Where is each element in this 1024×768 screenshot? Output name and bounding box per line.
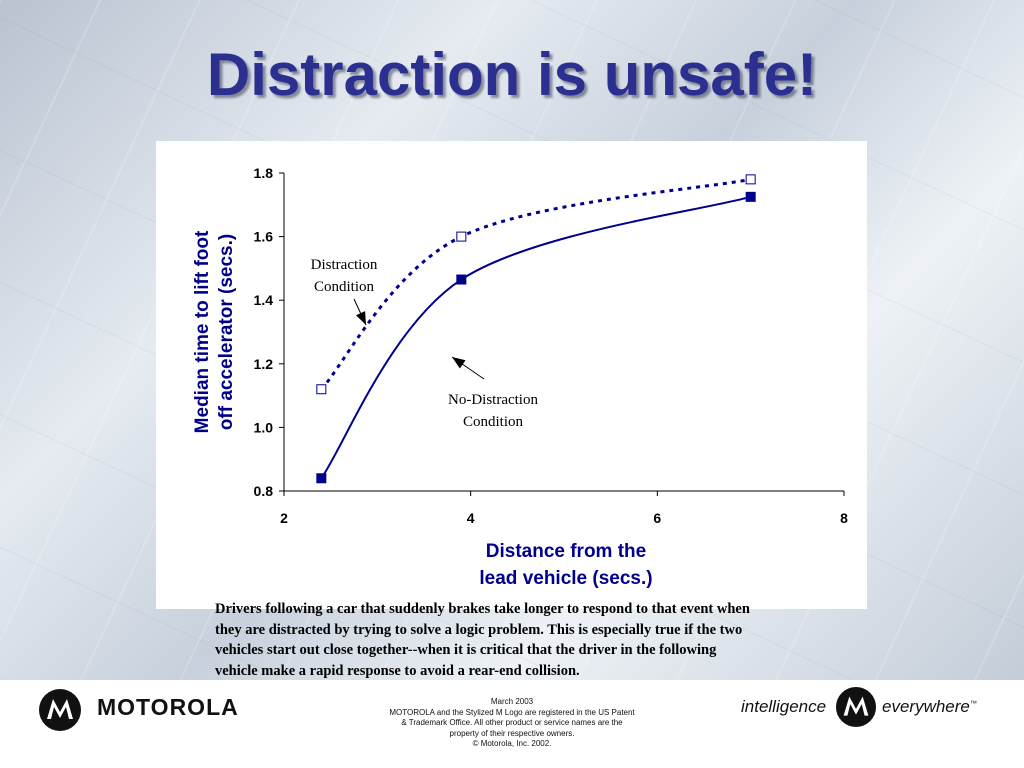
- slide-title: Distraction is unsafe!: [206, 41, 818, 108]
- x-axis-title: Distance from the: [486, 541, 646, 562]
- data-point-no-distraction: [456, 274, 467, 285]
- data-point-no-distraction: [745, 191, 756, 202]
- x-tick-label: 2: [280, 510, 288, 526]
- motorola-wordmark: MOTOROLA: [97, 694, 239, 720]
- annotation-distraction: Distraction: [311, 257, 378, 273]
- y-tick-label: 1.2: [254, 356, 274, 372]
- caption-line: they are distracted by trying to solve a…: [215, 621, 743, 638]
- tagline-everywhere: everywhere™: [882, 697, 977, 717]
- annotation-arrow-head: [356, 311, 366, 325]
- y-tick-label: 1.0: [254, 419, 274, 435]
- series-line-distraction: [320, 177, 751, 391]
- legal-notes: March 2003 MOTOROLA and the Stylized M L…: [370, 697, 654, 750]
- y-tick-label: 0.8: [254, 483, 274, 499]
- annotation-distraction: Condition: [314, 279, 375, 295]
- y-axis-title: off accelerator (secs.): [216, 234, 237, 430]
- legal-note-line: property of their respective owners.: [449, 728, 575, 738]
- legal-note-line: March 2003: [490, 697, 534, 706]
- tagline-everywhere-text: everywhere: [882, 697, 970, 716]
- y-tick-label: 1.6: [254, 229, 274, 245]
- annotation-arrow-head: [452, 357, 466, 369]
- y-tick-label: 1.4: [254, 292, 274, 308]
- data-point-distraction: [456, 231, 467, 242]
- line-chart: 0.8 1.0 1.2 1.4 1.6 1.8 2 4 6 8 Distance from the l…: [192, 165, 848, 589]
- trademark-symbol: ™: [969, 700, 977, 708]
- chart-caption: Drivers following a car that suddenly br…: [215, 599, 855, 681]
- caption-line: vehicle make a rapid response to avoid a…: [215, 662, 580, 679]
- chart-panel: 0.8 1.0 1.2 1.4 1.6 1.8 2 4 6 8 Distance from the l…: [156, 141, 867, 609]
- data-point-no-distraction: [316, 473, 327, 484]
- data-point-distraction: [745, 174, 756, 185]
- data-point-distraction: [316, 384, 327, 395]
- caption-line: Drivers following a car that suddenly br…: [215, 601, 750, 617]
- caption-line: vehicles start out close together--when …: [215, 642, 717, 658]
- tagline-intelligence: intelligence: [741, 697, 827, 716]
- y-tick-label: 1.8: [254, 165, 274, 181]
- x-tick-label: 6: [653, 510, 661, 526]
- motorola-m-logo-icon: [835, 686, 877, 728]
- x-tick-label: 8: [840, 510, 848, 526]
- series-line-no-distraction: [320, 195, 751, 479]
- legal-note-line: © Motorola, Inc. 2002.: [472, 739, 552, 748]
- x-tick-label: 4: [467, 510, 475, 526]
- x-axis-title: lead vehicle (secs.): [479, 568, 652, 589]
- motorola-logo-icon: [39, 689, 81, 731]
- legal-note-line: & Trademark Office. All other product or…: [401, 718, 623, 727]
- y-axis-title: Median time to lift foot: [192, 230, 213, 433]
- legal-note-line: MOTOROLA and the Stylized M Logo are reg…: [389, 707, 635, 717]
- annotation-no-distraction: No-Distraction: [448, 392, 538, 408]
- annotation-no-distraction: Condition: [463, 414, 524, 430]
